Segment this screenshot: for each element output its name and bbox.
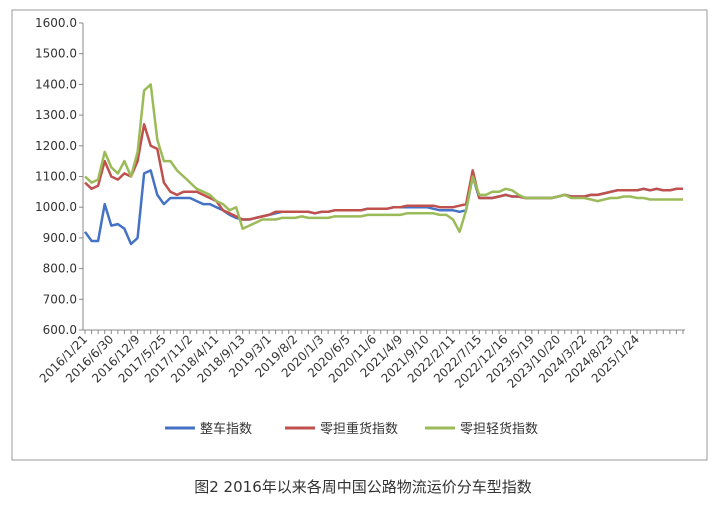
- y-tick-label: 700.0: [43, 292, 77, 306]
- y-tick-label: 600.0: [43, 323, 77, 337]
- series-line: [84, 83, 683, 234]
- legend-label: 零担轻货指数: [460, 421, 538, 437]
- y-tick-label: 1500.0: [35, 47, 77, 61]
- chart-frame: [11, 9, 708, 461]
- y-tick-label: 1600.0: [35, 16, 77, 30]
- y-tick-label: 1100.0: [35, 170, 77, 184]
- series-line: [84, 123, 683, 221]
- y-tick-label: 1300.0: [35, 108, 77, 122]
- y-tick-label: 800.0: [43, 262, 77, 276]
- legend-label: 整车指数: [200, 421, 252, 437]
- caption: 图2 2016年以来各周中国公路物流运价分车型指数: [194, 478, 532, 496]
- y-tick-label: 1400.0: [35, 77, 77, 91]
- y-tick-label: 1000.0: [35, 200, 77, 214]
- legend-label: 零担重货指数: [320, 421, 398, 437]
- y-tick-label: 900.0: [43, 231, 77, 245]
- y-tick-label: 1200.0: [35, 139, 77, 153]
